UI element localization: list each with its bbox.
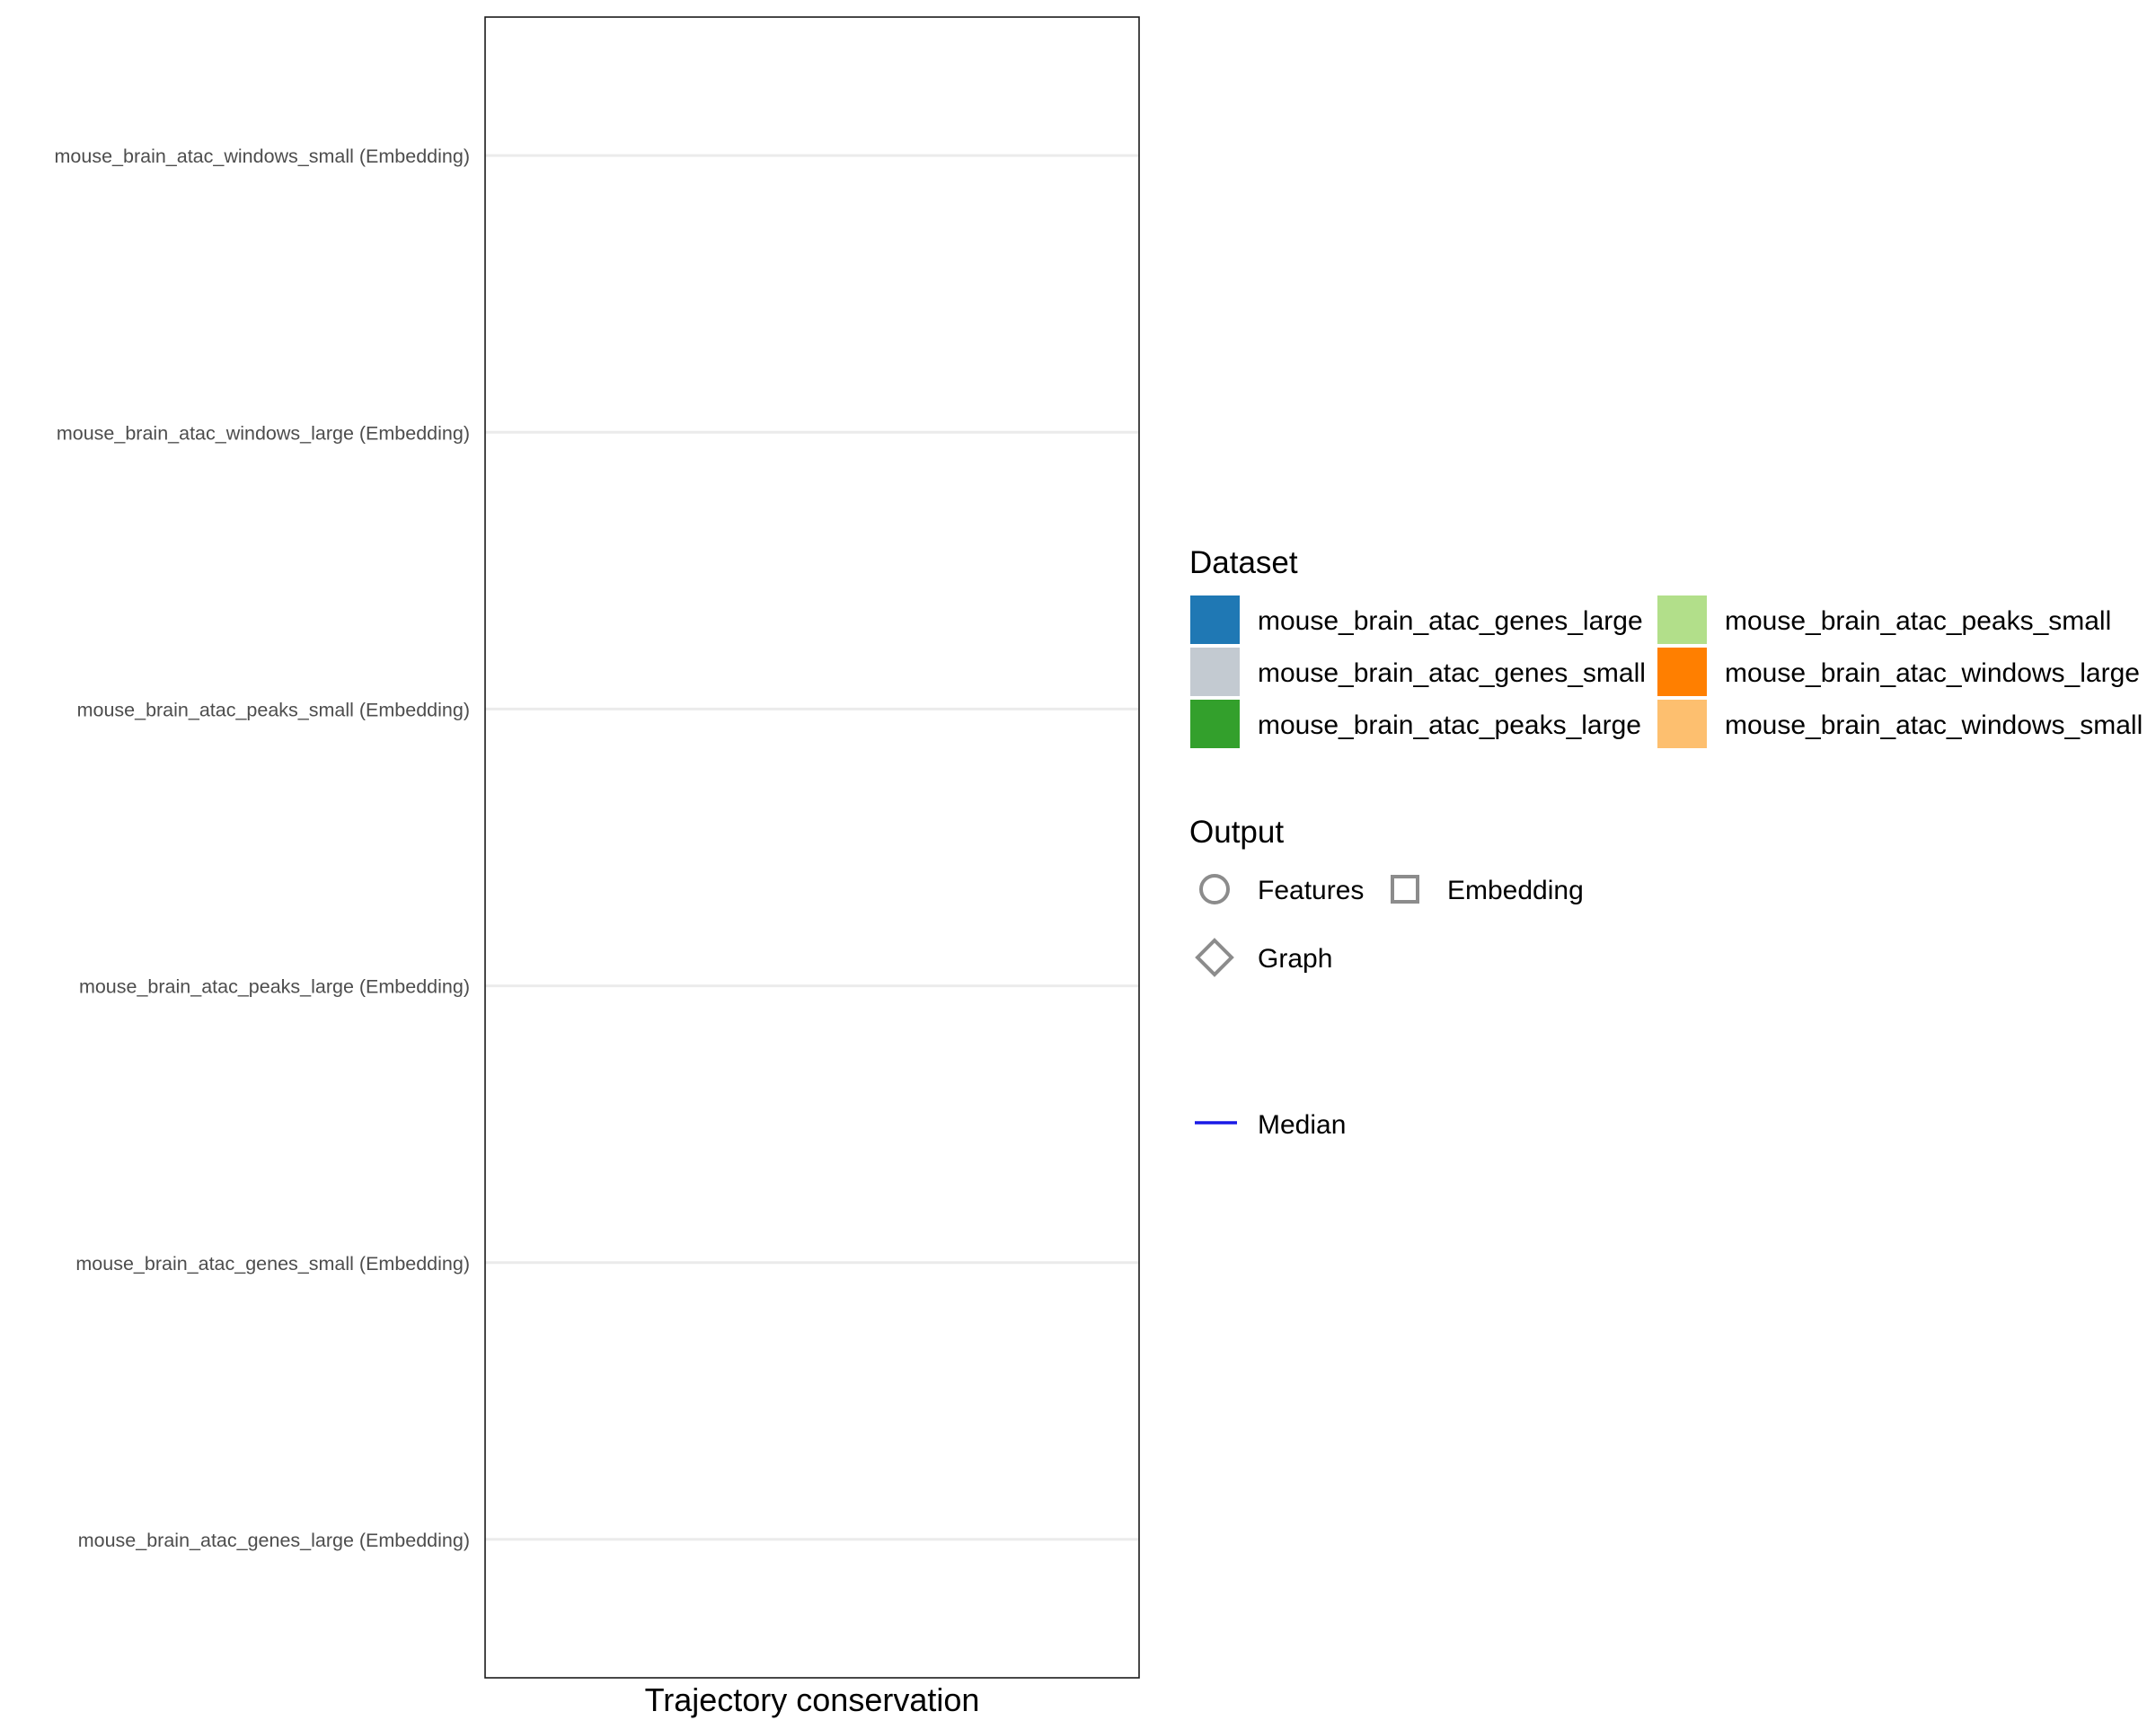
y-tick-label: mouse_brain_atac_genes_large (Embedding) [78, 1530, 470, 1551]
embedding-shape-key [1391, 875, 1419, 904]
legend-dataset-label: mouse_brain_atac_peaks_large [1258, 710, 1641, 740]
legend-dataset-label: mouse_brain_atac_windows_small [1725, 710, 2143, 740]
median-legend-label: Median [1258, 1110, 1346, 1140]
panel-border [484, 16, 1140, 1679]
y-tick-label: mouse_brain_atac_peaks_large (Embedding) [79, 976, 470, 998]
gridlines [485, 154, 1139, 1541]
legend-dataset-swatch [1656, 594, 1709, 646]
legend-dataset-label: mouse_brain_atac_peaks_small [1725, 606, 2111, 636]
legend-dataset-swatch [1656, 646, 1709, 698]
legend-dataset-swatch [1188, 646, 1241, 698]
legend-dataset-title: Dataset [1189, 545, 1298, 580]
legend-dataset-swatch [1656, 698, 1709, 750]
legend-output-label: Graph [1258, 944, 1332, 974]
legend-output-title: Output [1189, 815, 1284, 850]
y-tick-label: mouse_brain_atac_genes_small (Embedding) [75, 1253, 470, 1275]
legend-median: Median [1195, 1110, 1346, 1140]
y-tick-label: mouse_brain_atac_peaks_small (Embedding) [77, 699, 470, 720]
legend-dataset-label: mouse_brain_atac_genes_large [1258, 606, 1643, 636]
legend-output-label: Embedding [1447, 876, 1584, 905]
y-tick-label: mouse_brain_atac_windows_small (Embeddin… [55, 146, 471, 167]
y-tick-label: mouse_brain_atac_windows_large (Embeddin… [57, 422, 470, 444]
legend-dataset-label: mouse_brain_atac_genes_small [1258, 658, 1646, 688]
legend-dataset-label: mouse_brain_atac_windows_large [1725, 658, 2140, 688]
legend-output-label: Features [1258, 876, 1364, 905]
legend-dataset-swatch [1188, 594, 1241, 646]
legend-dataset: Dataset mouse_brain_atac_genes_largemous… [1188, 545, 2143, 750]
features-shape-key [1199, 874, 1230, 904]
graph-shape-key [1195, 938, 1234, 977]
legend-output: Output Features Embedding Graph [1189, 815, 1584, 977]
y-axis-tick-labels: mouse_brain_atac_genes_large (Embedding)… [55, 146, 471, 1551]
legend-dataset-swatch [1188, 698, 1241, 750]
x-axis-label: Trajectory conservation [645, 1681, 980, 1718]
